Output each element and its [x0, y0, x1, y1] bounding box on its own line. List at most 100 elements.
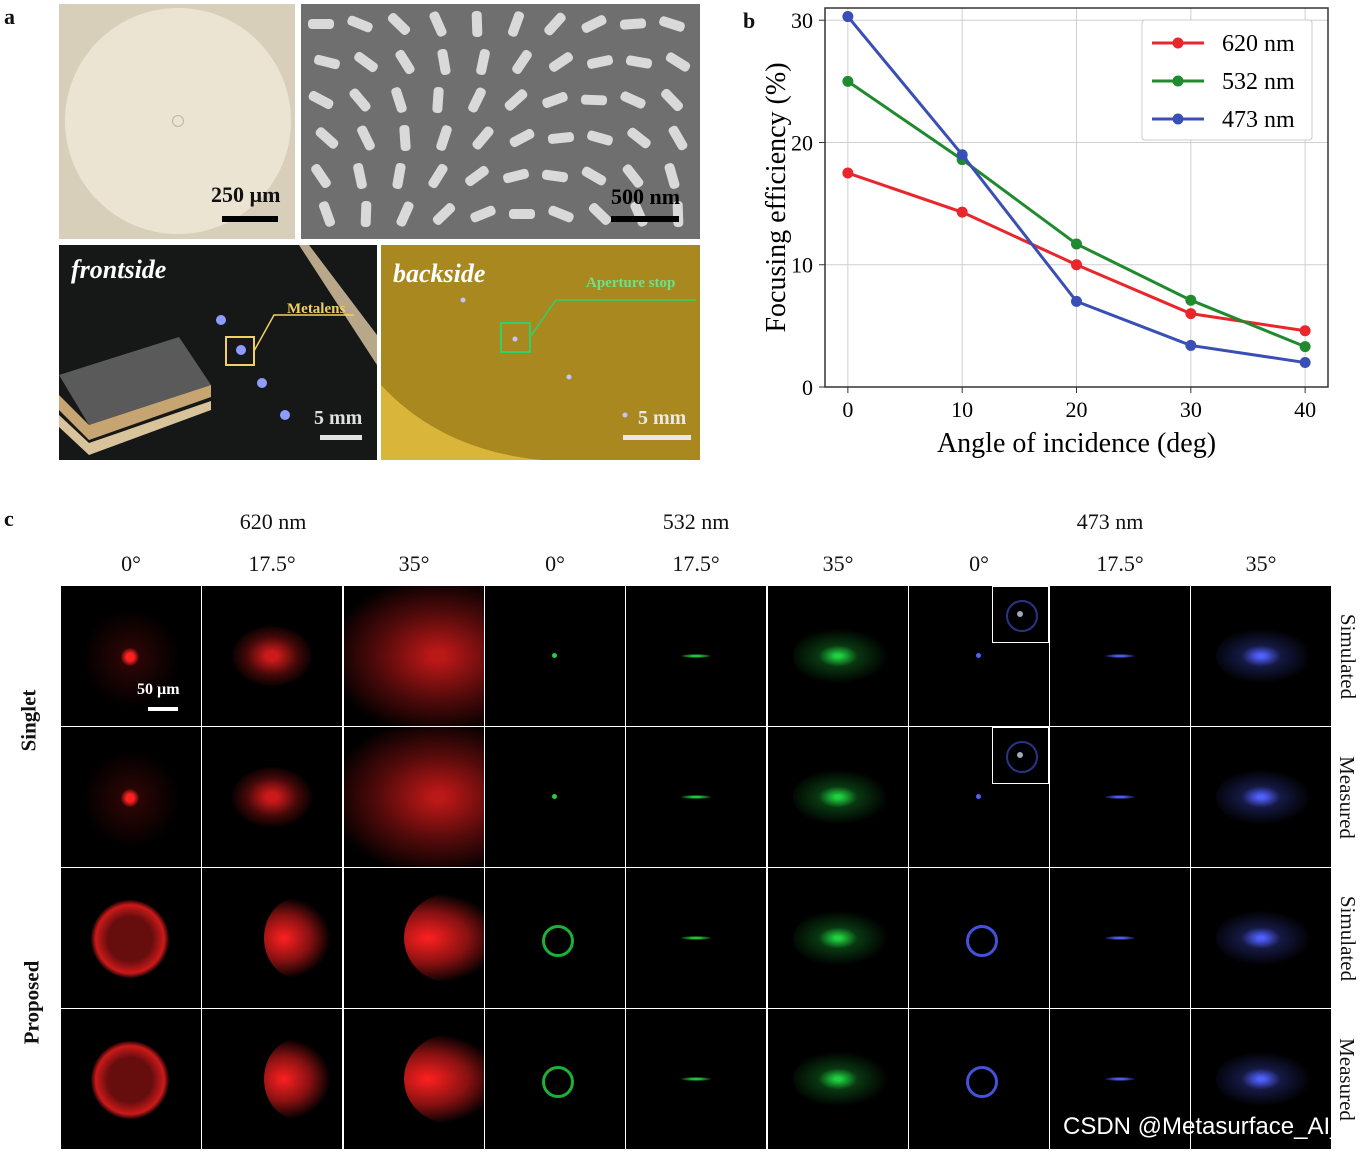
- nanopillar: [311, 163, 331, 189]
- angle-header: 0°: [969, 551, 989, 576]
- data-point-473-nm: [842, 11, 854, 23]
- nanopillar: [581, 166, 607, 186]
- nanopillar: [625, 55, 653, 69]
- x-tick-label: 20: [1066, 397, 1088, 422]
- psf-cell: [485, 1009, 625, 1149]
- psf-cell: [344, 1009, 484, 1149]
- nanopillar: [619, 18, 647, 30]
- psf-cell: [202, 727, 342, 867]
- nanopillar: [586, 55, 614, 69]
- nanopillar: [504, 89, 528, 111]
- nanopillar: [468, 87, 486, 113]
- psf-cell: [1050, 727, 1190, 867]
- y-tick-label: 30: [791, 8, 813, 33]
- y-tick-label: 20: [791, 130, 813, 155]
- nanopillar: [391, 87, 407, 113]
- psf-cell: [626, 1009, 766, 1149]
- angle-header: 17.5°: [672, 551, 720, 576]
- psf-cell: [909, 868, 1049, 1008]
- nanopillar: [428, 163, 448, 189]
- psf-inset: [992, 586, 1049, 643]
- psf-cell: [344, 586, 484, 726]
- nanopillar: [470, 205, 496, 223]
- x-tick-label: 40: [1294, 397, 1316, 422]
- nanopillar: [581, 15, 607, 33]
- angle-header: 17.5°: [1096, 551, 1144, 576]
- data-point-532-nm: [1299, 341, 1311, 353]
- nanopillar: [503, 168, 529, 184]
- data-point-473-nm: [956, 149, 968, 161]
- nanopillar: [547, 132, 575, 144]
- wavelength-header-473: 473 nm: [1076, 509, 1144, 534]
- psf-cell: [344, 868, 484, 1008]
- nanopillar: [580, 94, 608, 106]
- metalens-center-mark: [172, 115, 184, 127]
- psf-cell: [485, 586, 625, 726]
- y-axis-label: Focusing efficiency (%): [761, 62, 792, 332]
- data-point-532-nm: [842, 75, 854, 87]
- psf-scale-bar: [148, 707, 178, 711]
- nanopillar: [357, 125, 375, 151]
- data-point-620-nm: [956, 206, 968, 218]
- nanopillar: [507, 11, 525, 37]
- nanopillar: [587, 130, 613, 146]
- nanopillar: [509, 209, 535, 219]
- nanopillar: [347, 15, 373, 33]
- backside-scale-bar: [623, 435, 691, 440]
- nanopillar: [437, 48, 451, 76]
- x-tick-label: 10: [951, 397, 973, 422]
- y-tick-label: 0: [802, 375, 813, 400]
- wavelength-header-620: 620 nm: [239, 509, 307, 534]
- frontside-title: frontside: [71, 255, 167, 284]
- nanopillar: [465, 165, 489, 187]
- psf-cell: [1050, 586, 1190, 726]
- legend-box: [1141, 19, 1313, 141]
- csdn-watermark: CSDN @Metasurface_AI_: [1063, 1113, 1344, 1140]
- angle-header: 17.5°: [248, 551, 296, 576]
- psf-inset: [992, 727, 1049, 784]
- nanopillar: [548, 52, 574, 72]
- nanopillar: [396, 201, 414, 227]
- psf-scale-label: 50 µm: [137, 681, 180, 698]
- legend-label: 532 nm: [1222, 69, 1295, 95]
- nanopillar: [664, 163, 680, 189]
- psf-cell: [485, 868, 625, 1008]
- backside-scale-label: 5 mm: [638, 407, 687, 429]
- nanopillar: [627, 127, 651, 149]
- data-point-620-nm: [1299, 325, 1311, 337]
- frontside-photo: frontside Metalens 5 mm: [59, 245, 377, 460]
- panel-b-label: b: [743, 8, 756, 33]
- nanopillar: [308, 19, 334, 29]
- psf-cell: [1191, 586, 1331, 726]
- nanopillar: [432, 86, 444, 114]
- side-label-simulated-1: Simulated: [1336, 613, 1361, 700]
- psf-cell: [768, 868, 908, 1008]
- nanopillar: [387, 13, 411, 35]
- sem-scale-bar: [611, 216, 679, 222]
- row-group-proposed: Proposed: [19, 960, 44, 1045]
- sem-nanopillars: 500 nm: [301, 4, 700, 239]
- angle-header: 35°: [398, 551, 430, 576]
- psf-cell: [202, 586, 342, 726]
- nanopillar: [512, 49, 532, 75]
- data-point-473-nm: [1185, 339, 1197, 351]
- data-point-473-nm: [1071, 295, 1082, 307]
- angle-header: 35°: [1245, 551, 1277, 576]
- chart-legend: 620 nm 532 nm 473 nm: [1141, 19, 1313, 141]
- psf-cell: [909, 1009, 1049, 1149]
- nanopillar: [472, 126, 494, 150]
- legend-label: 473 nm: [1222, 107, 1295, 133]
- frontside-scene: [59, 245, 377, 455]
- nanopillar: [659, 16, 685, 32]
- backside-title: backside: [393, 259, 486, 288]
- nanopillar: [353, 162, 367, 190]
- psf-cell: [1050, 1009, 1190, 1149]
- nanopillar: [308, 90, 334, 110]
- psf-cell: [485, 727, 625, 867]
- psf-cell: [626, 727, 766, 867]
- data-point-532-nm: [1185, 294, 1197, 306]
- psf-cell: [768, 1009, 908, 1149]
- psf-cell: [626, 868, 766, 1008]
- backside-photo: backside Aperture stop 5 mm: [381, 245, 700, 460]
- nanopillar: [476, 48, 490, 76]
